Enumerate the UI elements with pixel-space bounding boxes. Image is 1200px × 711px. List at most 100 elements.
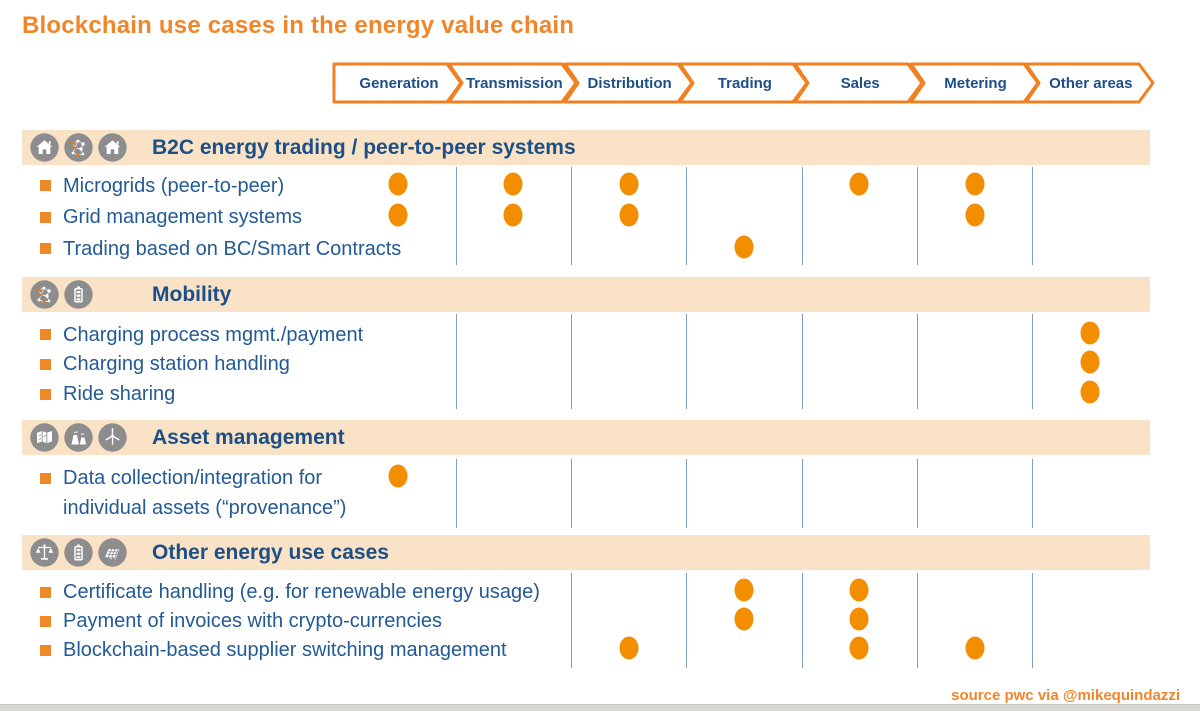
usecase-dot [965, 172, 985, 196]
row-label: Trading based on BC/Smart Contracts [63, 237, 402, 260]
row-label: Charging station handling [63, 353, 290, 376]
chevron-shape [447, 62, 578, 104]
step-label: Transmission [465, 74, 563, 92]
row-label: Ride sharing [63, 383, 176, 405]
column-divider [455, 459, 457, 528]
value-chain-step: Other areas [1024, 62, 1155, 104]
section-band: Asset management [22, 420, 1150, 455]
column-divider [1032, 459, 1034, 528]
network-icon [64, 133, 93, 162]
bullet-icon [40, 615, 51, 627]
bullet-icon [40, 388, 51, 400]
section-icons [30, 538, 127, 567]
bottom-bar [0, 704, 1200, 711]
usecase-dot [734, 578, 754, 602]
power-plant-icon [64, 423, 93, 452]
usecase-dot [1080, 350, 1100, 374]
bullet-icon [40, 329, 51, 341]
house-icon [98, 133, 127, 162]
usecase-dot [388, 172, 408, 196]
value-chain-step: Distribution [563, 62, 694, 104]
column-divider [455, 167, 457, 265]
row-label: Data collection/integration for [63, 467, 323, 489]
chevron-shape [678, 62, 809, 104]
section-icons [30, 133, 127, 162]
usecase-dot [849, 172, 869, 196]
step-label: Metering [944, 74, 1007, 92]
page-title: Blockchain use cases in the energy value… [22, 12, 575, 39]
section-title: Asset management [152, 425, 345, 449]
chevron-shape [563, 62, 694, 104]
column-divider [1032, 167, 1034, 265]
row-label: Blockchain-based supplier switching mana… [63, 639, 507, 661]
usecase-dot [849, 636, 869, 660]
section-icons [30, 280, 93, 309]
source-credit: source pwc via @mikequindazzi [951, 687, 1180, 704]
section-title: B2C energy trading / peer-to-peer system… [152, 135, 576, 159]
row-label: Grid management systems [63, 206, 302, 229]
scales-icon [30, 538, 59, 567]
step-label: Other areas [1049, 74, 1133, 92]
usecase-dot [1080, 380, 1100, 404]
column-divider [917, 573, 918, 668]
usecase-dot [619, 636, 639, 660]
column-divider [801, 459, 803, 528]
section-band: Other energy use cases [22, 535, 1150, 570]
wind-turbine-icon [98, 423, 127, 452]
column-divider [686, 459, 688, 528]
map-icon [30, 423, 59, 452]
chevron-shape [1024, 62, 1155, 104]
row-label: Certificate handling (e.g. for renewable… [63, 581, 540, 603]
row-label: Charging process mgmt./payment [63, 323, 364, 346]
value-chain-step: Metering [909, 62, 1040, 104]
chevron-shape [909, 62, 1039, 104]
bullet-icon [40, 472, 51, 484]
bullet-icon [40, 180, 51, 192]
usecase-dot [388, 464, 408, 488]
column-divider [917, 167, 918, 265]
bullet-icon [40, 211, 51, 223]
column-divider [686, 573, 688, 668]
column-divider [455, 314, 457, 409]
usecase-dot [503, 172, 523, 196]
step-label: Distribution [587, 74, 672, 92]
bullet-icon [40, 586, 51, 598]
bullet-icon [40, 358, 51, 370]
column-divider [1032, 314, 1034, 409]
row-label: Microgrids (peer-to-peer) [63, 174, 285, 197]
network-icon [30, 280, 59, 309]
usecase-dot [1080, 321, 1100, 345]
column-divider [571, 459, 573, 528]
step-label: Generation [359, 74, 439, 92]
section-icons [30, 423, 127, 452]
column-divider [801, 167, 803, 265]
value-chain-step: Sales [793, 62, 924, 104]
section-title: Other energy use cases [152, 540, 389, 564]
chevron-shape [793, 62, 924, 104]
usecase-dot [619, 172, 639, 196]
usecase-dot [965, 203, 985, 227]
section-title: Mobility [152, 282, 232, 306]
usecase-dot [965, 636, 985, 660]
column-divider [686, 314, 688, 409]
column-divider [801, 573, 803, 668]
value-chain-step: Trading [678, 62, 809, 104]
row-label: individual assets (“provenance”) [63, 497, 347, 519]
usecase-dot [619, 203, 639, 227]
house-icon [30, 133, 59, 162]
usecase-dot [849, 607, 869, 631]
value-chain-step: Transmission [447, 62, 578, 104]
usecase-dot [734, 235, 754, 259]
battery-icon [64, 538, 93, 567]
column-divider [571, 573, 573, 668]
usecase-dot [388, 203, 408, 227]
bullet-icon [40, 644, 51, 656]
usecase-dot [734, 607, 754, 631]
row-label: Payment of invoices with crypto-currenci… [63, 610, 443, 632]
column-divider [571, 314, 573, 409]
column-divider [801, 314, 803, 409]
step-label: Sales [840, 74, 880, 92]
usecase-dot [503, 203, 523, 227]
section-band: B2C energy trading / peer-to-peer system… [22, 130, 1150, 165]
